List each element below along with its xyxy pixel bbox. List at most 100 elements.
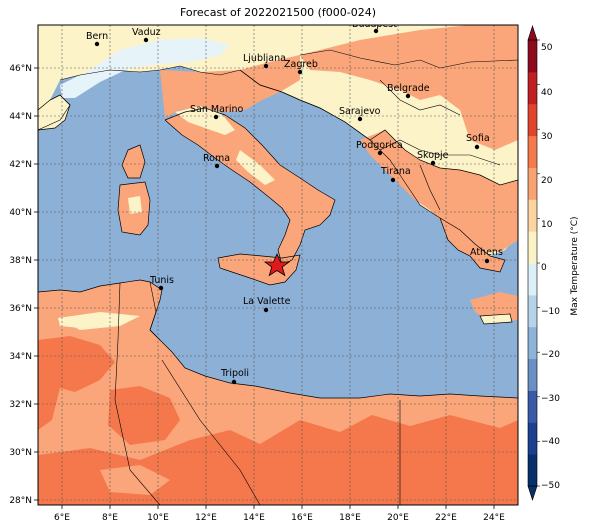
colorbar-segment bbox=[528, 231, 537, 264]
colorbar-segment bbox=[528, 135, 537, 168]
apennine-mild bbox=[236, 150, 275, 185]
lat-tick-label: 40°N bbox=[9, 208, 32, 218]
forecast-point-star-icon bbox=[263, 253, 291, 277]
city-label-belgrade: Belgrade bbox=[387, 83, 430, 94]
colorbar-tick-label: 0 bbox=[541, 263, 547, 273]
warm-patch-south bbox=[100, 465, 170, 495]
colorbar-tick-label: −50 bbox=[541, 481, 560, 491]
city-dot-budapest bbox=[373, 28, 379, 34]
lat-tick-label: 42°N bbox=[9, 160, 32, 170]
colorbar-segment bbox=[528, 390, 537, 423]
colorbar-segment bbox=[528, 199, 537, 232]
mild-sea-patch bbox=[58, 312, 140, 330]
city-label-sarajevo: Sarajevo bbox=[339, 106, 381, 117]
city-label-san-marino: San Marino bbox=[190, 104, 243, 115]
city-label-la-valette: La Valette bbox=[243, 296, 291, 307]
city-dot-ljubljana bbox=[263, 63, 269, 69]
lon-tick-label: 14°E bbox=[243, 513, 265, 523]
cold-alps-patch bbox=[60, 38, 230, 98]
colorbar-tick-label: 10 bbox=[541, 220, 553, 230]
colorbar bbox=[527, 25, 540, 501]
colorbar-segment bbox=[528, 167, 537, 200]
city-markers: Bern Vaduz Budapest Ljubljana Zagreb Bel… bbox=[86, 19, 503, 385]
city-dot-zagreb bbox=[297, 69, 303, 75]
colorbar-tick-label: 40 bbox=[541, 88, 553, 98]
lat-tick-label: 38°N bbox=[9, 256, 32, 266]
colorbar-tick-label: −20 bbox=[541, 350, 560, 360]
colorbar-title: Max Temperature (°C) bbox=[570, 216, 580, 315]
city-label-vaduz: Vaduz bbox=[132, 27, 161, 38]
italy-land bbox=[165, 108, 335, 265]
lon-tick-label: 12°E bbox=[195, 513, 217, 523]
colorbar-segment bbox=[528, 263, 537, 296]
city-dot-tunis bbox=[158, 285, 164, 291]
colorbar-max-extension bbox=[527, 25, 538, 41]
sardinia-mild bbox=[128, 196, 142, 214]
city-dot-sofia bbox=[474, 144, 480, 150]
city-label-tirana: Tirana bbox=[380, 166, 411, 177]
colorbar-segment bbox=[528, 40, 537, 73]
lat-tick-label: 32°N bbox=[9, 400, 32, 410]
colorbar-segment bbox=[528, 71, 537, 105]
greece-land bbox=[440, 218, 505, 272]
colorbar-tick-label: −40 bbox=[541, 437, 560, 447]
lon-tick-label: 16°E bbox=[291, 513, 313, 523]
lon-tick-label: 22°E bbox=[435, 513, 457, 523]
colorbar-segment bbox=[528, 358, 537, 391]
map-frame bbox=[37, 24, 519, 506]
city-label-tripoli: Tripoli bbox=[220, 368, 249, 379]
lat-tick-label: 36°N bbox=[9, 304, 32, 314]
lon-tick-label: 10°E bbox=[147, 513, 169, 523]
colorbar-tick-label: 50 bbox=[541, 43, 553, 53]
axis-ticks bbox=[34, 67, 495, 509]
city-label-budapest: Budapest bbox=[352, 19, 397, 30]
lon-tick-label: 6°E bbox=[54, 513, 70, 523]
crete-patch bbox=[480, 314, 512, 324]
lon-tick-label: 24°E bbox=[483, 513, 505, 523]
longitude-labels: 6°E 8°E 10°E 12°E 14°E 16°E 18°E 20°E 22… bbox=[54, 513, 505, 523]
lat-tick-label: 30°N bbox=[9, 448, 32, 458]
city-dot-sarajevo bbox=[357, 116, 363, 122]
city-label-zagreb: Zagreb bbox=[284, 59, 318, 70]
lat-tick-label: 34°N bbox=[9, 352, 32, 362]
colorbar-segment bbox=[528, 454, 537, 487]
colorbar-min-extension bbox=[527, 485, 538, 501]
city-label-bern: Bern bbox=[86, 31, 108, 42]
city-dot-podgorica bbox=[377, 150, 383, 156]
lon-tick-label: 20°E bbox=[387, 513, 409, 523]
city-label-sofia: Sofia bbox=[466, 133, 490, 144]
city-label-athens: Athens bbox=[470, 247, 503, 258]
balkans-warm-south bbox=[360, 130, 518, 252]
latitude-labels: 46°N 44°N 42°N 40°N 38°N 36°N 34°N 32°N … bbox=[9, 64, 32, 506]
colorbar-segment bbox=[528, 326, 537, 360]
lon-tick-label: 8°E bbox=[102, 513, 118, 523]
city-dot-roma bbox=[214, 163, 220, 169]
colorbar-tick-label: 30 bbox=[541, 132, 553, 142]
colorbar-segment bbox=[528, 422, 537, 455]
city-dot-skopje bbox=[430, 160, 436, 166]
colorbar-tick-label: −30 bbox=[541, 394, 560, 404]
coastlines bbox=[38, 69, 518, 399]
map-title: Forecast of 2022021500 (f000-024) bbox=[179, 6, 377, 19]
italy-north bbox=[160, 55, 300, 118]
lon-tick-label: 18°E bbox=[339, 513, 361, 523]
colorbar-segment bbox=[528, 103, 537, 137]
hot-zone-west bbox=[38, 336, 115, 430]
city-label-roma: Roma bbox=[203, 153, 230, 164]
city-label-ljubljana: Ljubljana bbox=[243, 53, 286, 64]
hot-zone-central bbox=[108, 386, 180, 445]
city-dot-belgrade bbox=[405, 93, 411, 99]
colorbar-segment bbox=[528, 294, 537, 328]
city-dot-la-valette bbox=[263, 307, 269, 313]
lat-tick-label: 44°N bbox=[9, 112, 32, 122]
city-dot-vaduz bbox=[143, 37, 149, 43]
city-label-tunis: Tunis bbox=[149, 275, 174, 286]
colorbar-tick-labels: 50 40 30 20 10 0 −10 −20 −30 −40 −50 bbox=[541, 43, 560, 491]
city-dot-athens bbox=[484, 258, 490, 264]
map-plot-area: Bern Vaduz Budapest Ljubljana Zagreb Bel… bbox=[38, 19, 518, 505]
city-label-skopje: Skopje bbox=[417, 150, 449, 161]
colorbar-tick-label: 20 bbox=[541, 176, 553, 186]
corsica-land bbox=[122, 145, 145, 178]
city-dot-tripoli bbox=[231, 379, 237, 385]
